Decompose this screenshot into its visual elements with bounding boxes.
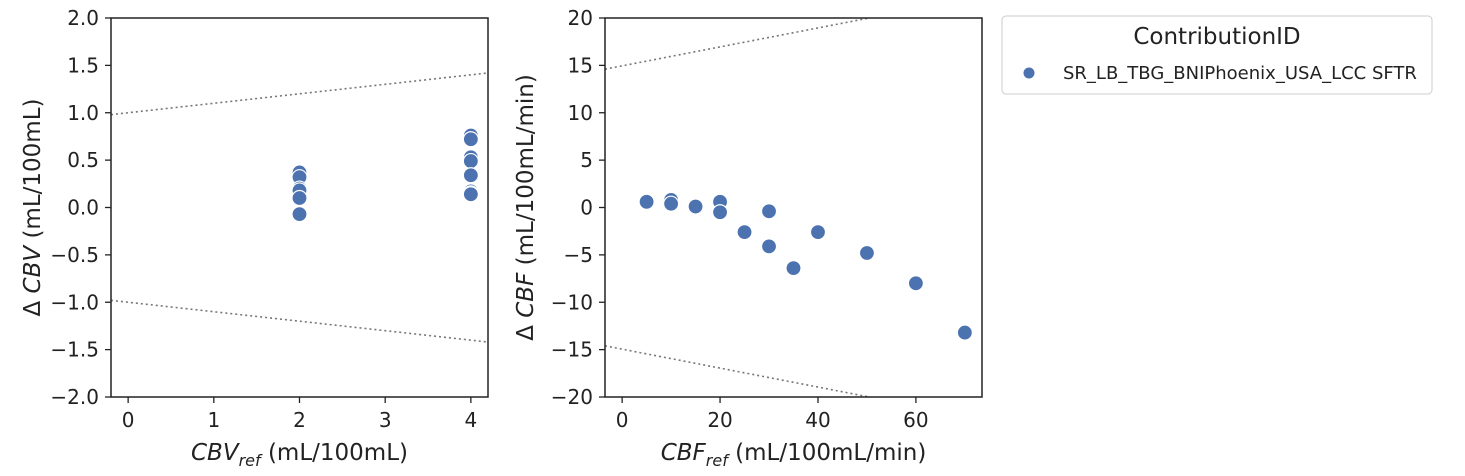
data-point [462,186,479,203]
data-point [785,260,802,277]
y-tick-label: 5 [580,148,593,172]
y-tick-label: 0.5 [67,148,99,172]
limit-line [605,18,874,70]
y-tick-label: 0 [580,196,593,220]
y-tick-label: 10 [568,101,593,125]
limit-line [605,345,874,397]
axes-frame [604,17,983,398]
x-tick-label: 0 [616,408,629,432]
y-axis-label: Δ CBF (mL/100mL/min) [513,74,539,341]
data-point [736,224,753,241]
data-point [760,238,778,255]
legend-frame [1001,15,1433,95]
legend: ContributionID SR_LB_TBG_BNIPhoenix_USA_… [1001,15,1433,95]
y-tick-label: −2.0 [50,385,99,409]
x-tick-label: 40 [805,408,830,432]
data-point [711,204,729,221]
y-tick-label: 2.0 [67,6,99,30]
data-point [462,167,479,184]
data-point [291,206,308,223]
y-tick-label: 1.0 [67,101,99,125]
cbv-panel: 0 1 2 3 4 2.0 1.5 1.0 0.5 0.0 −0.5 −1.0 −1.5 −2.0 CBVr… [20,6,489,470]
data-point [858,244,876,262]
x-tick-label: 2 [293,408,306,432]
legend-title: ContributionID [1133,24,1300,50]
y-tick-label: 1.5 [67,53,99,77]
data-point [462,152,479,170]
cbf-panel: 0 20 40 60 20 15 10 5 0 −5 −10 −15 −20 CBFref (mL/100… [513,6,983,470]
limit-line [111,72,488,116]
data-point [462,131,479,148]
y-tick-label: −1.5 [50,338,99,362]
y-tick-label: 15 [568,53,593,77]
y-tick-label: −10 [551,290,593,314]
y-tick-label: −0.5 [50,243,99,267]
x-tick-label: 20 [707,408,732,432]
y-tick-label: −5 [564,243,593,267]
legend-marker [1023,67,1035,79]
data-point [291,189,308,207]
x-axis-label: CBVref (mL/100mL) [191,440,408,470]
legend-entry-label: SR_LB_TBG_BNIPhoenix_USA_LCC SFTR [1063,63,1417,84]
x-tick-label: 1 [207,408,220,432]
x-tick-label: 4 [464,408,477,432]
data-point [687,198,704,215]
x-axis-label: CBFref (mL/100mL/min) [661,440,927,470]
data-point [907,275,925,292]
data-point [662,195,680,212]
y-tick-label: −20 [551,385,593,409]
y-tick-label: 0.0 [67,196,99,220]
data-point [956,324,973,341]
data-point [760,203,778,220]
x-tick-label: 3 [379,408,392,432]
data-point [809,224,827,241]
x-tick-label: 0 [122,408,135,432]
y-tick-label: 20 [568,6,593,30]
x-tick-label: 60 [903,408,928,432]
y-axis-label: Δ CBV (mL/100mL) [20,99,46,317]
y-tick-label: −15 [551,338,593,362]
data-point [638,193,655,210]
y-tick-label: −1.0 [50,290,99,314]
limit-line [111,299,488,343]
